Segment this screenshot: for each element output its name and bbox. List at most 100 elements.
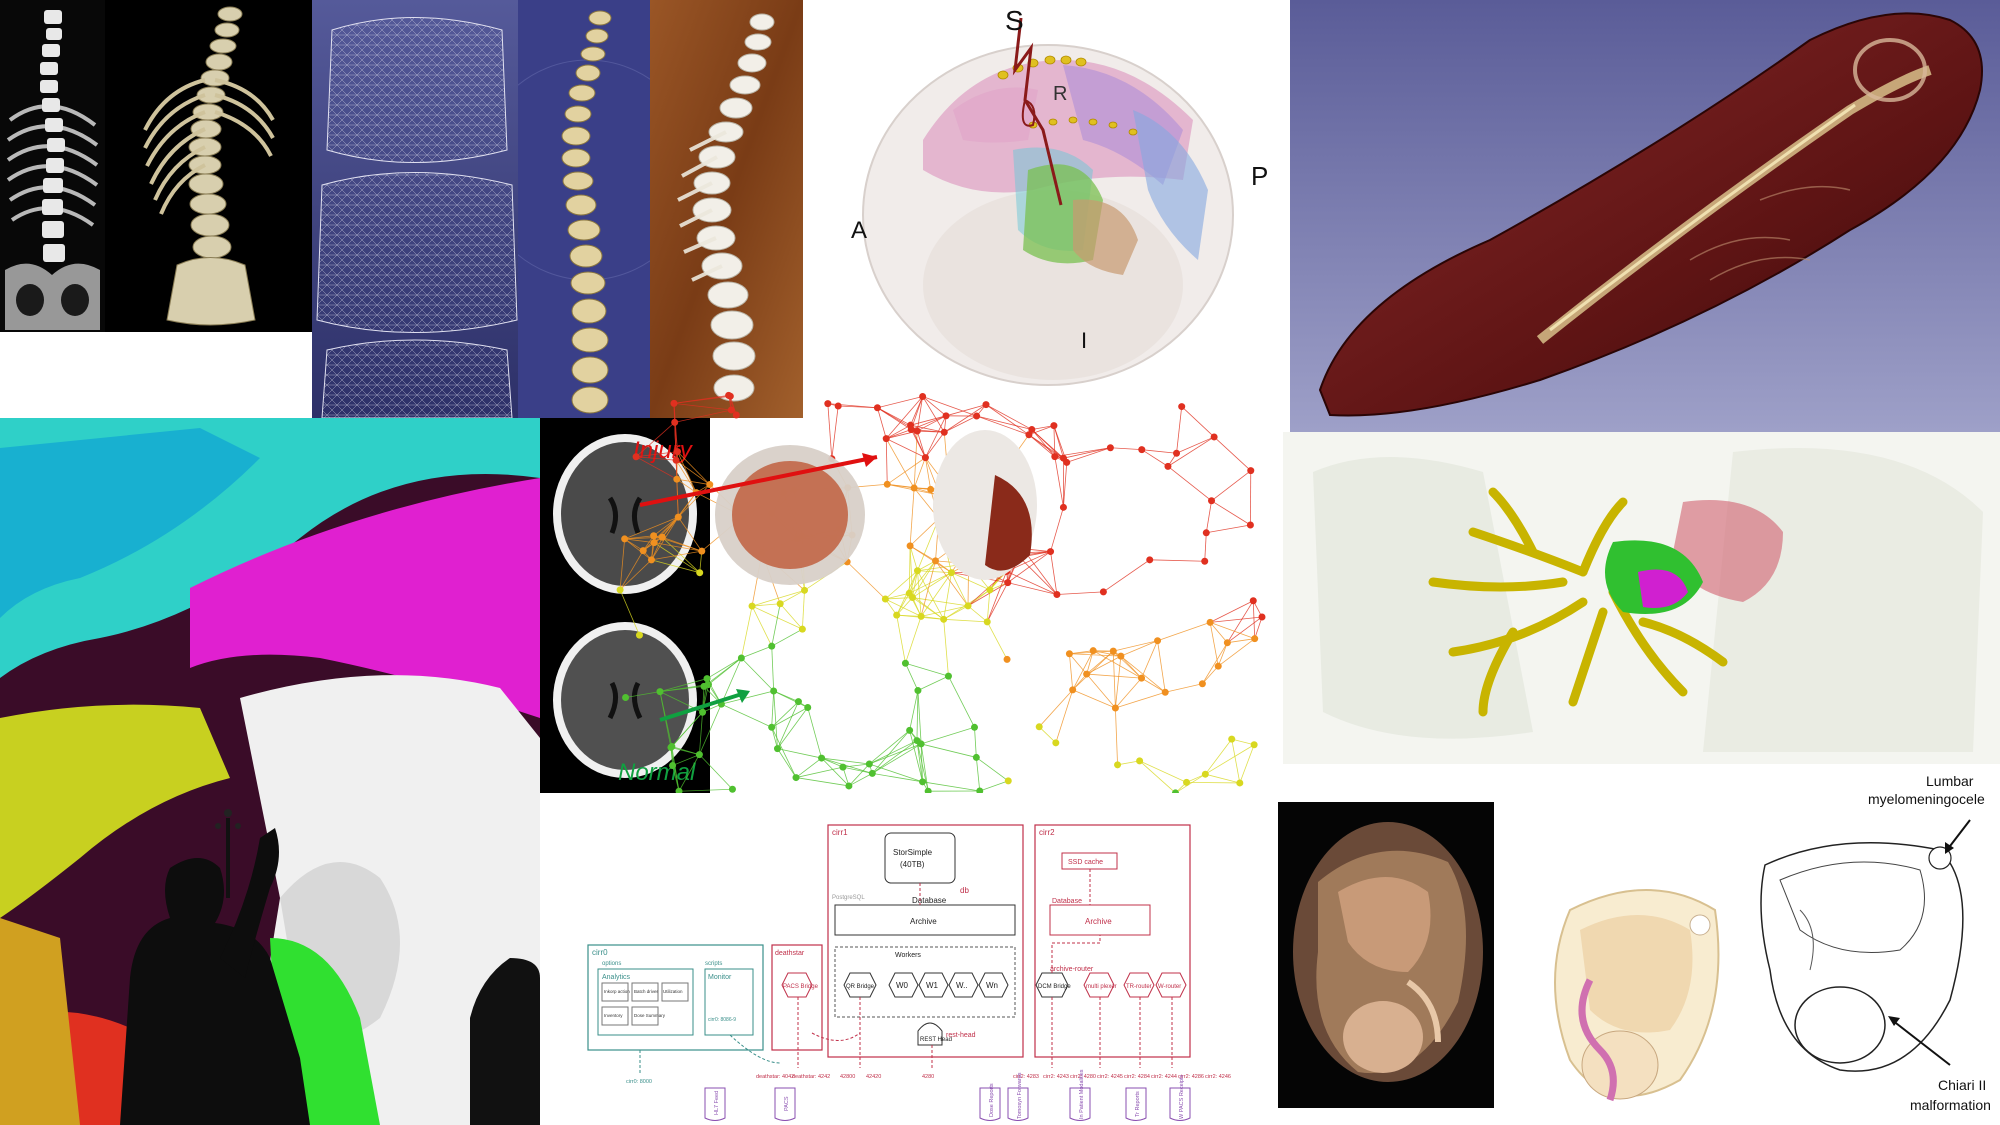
- injury-arrow: [639, 455, 878, 507]
- network-node: [1059, 503, 1067, 511]
- network-node: [906, 726, 914, 734]
- network-edge: [1069, 653, 1074, 690]
- network-edge: [670, 747, 700, 755]
- network-edge: [777, 701, 799, 749]
- network-edge: [908, 570, 918, 594]
- dcm-bridge-label: DCM Bridge: [1038, 984, 1071, 990]
- network-node: [801, 586, 809, 594]
- network-node: [944, 672, 952, 680]
- network-edge: [917, 690, 922, 744]
- wn-label: Wn: [986, 981, 998, 990]
- scripts-label: scripts: [705, 961, 722, 967]
- hl7-feed-label: HL7 Feed: [714, 1091, 720, 1115]
- network-edge: [1181, 406, 1215, 438]
- network-edge: [651, 559, 700, 574]
- network-node: [947, 569, 955, 577]
- network-edge: [1186, 781, 1240, 784]
- network-edge: [659, 678, 708, 693]
- normal-arrow: [659, 691, 746, 722]
- pacs-bridge-node: [781, 972, 813, 998]
- network-edge: [944, 404, 987, 433]
- network-node: [910, 484, 918, 492]
- network-edge: [821, 757, 873, 774]
- network-node: [706, 481, 714, 489]
- network-edge: [905, 663, 919, 691]
- network-edge: [636, 456, 677, 461]
- network-node: [921, 454, 929, 462]
- network-node: [798, 625, 806, 633]
- network-edge: [636, 451, 678, 458]
- network-edge: [1086, 650, 1114, 675]
- network-node: [698, 547, 706, 555]
- network-node: [703, 675, 711, 683]
- network-edge: [1149, 559, 1205, 562]
- network-edge: [842, 763, 870, 768]
- network-edge: [699, 551, 703, 573]
- network-node: [1136, 757, 1144, 765]
- network-edge: [777, 748, 822, 759]
- network-edge: [654, 542, 702, 552]
- w-router-label: W-router: [1158, 984, 1181, 990]
- network-edge: [1254, 616, 1263, 639]
- network-node: [1053, 591, 1061, 599]
- network-edge: [887, 457, 926, 485]
- network-edge: [1239, 744, 1255, 784]
- network-edge: [910, 429, 926, 458]
- network-edge: [1206, 524, 1251, 534]
- network-edge: [670, 712, 703, 748]
- network-edge: [1007, 551, 1051, 583]
- network-edge: [1141, 449, 1177, 454]
- network-edge: [917, 518, 940, 571]
- network-edge: [1050, 551, 1058, 595]
- network-edge: [909, 730, 923, 782]
- w-router-node: [1155, 972, 1187, 998]
- network-node: [845, 782, 853, 790]
- network-node: [675, 787, 683, 795]
- network-node: [1050, 422, 1058, 430]
- network-edge: [976, 757, 1009, 782]
- network-edge: [917, 570, 952, 574]
- network-edge: [1069, 653, 1121, 657]
- network-edge: [795, 777, 849, 787]
- network-node: [914, 687, 922, 695]
- network-edge: [842, 766, 873, 774]
- brain-atlas-panel: S R P A I: [803, 0, 1290, 418]
- network-node: [1236, 779, 1244, 787]
- network-edge: [1210, 616, 1263, 623]
- network-node: [919, 392, 927, 400]
- network-edge: [795, 766, 844, 778]
- network-edge: [751, 605, 773, 647]
- network-edge: [916, 740, 923, 782]
- network-edge: [886, 429, 912, 439]
- network-edge: [1141, 640, 1158, 679]
- network-edge: [740, 605, 753, 659]
- analytics-label: Analytics: [602, 974, 631, 981]
- network-node: [1089, 647, 1097, 655]
- network-node: [1028, 426, 1036, 434]
- analytics-item-2: Batch driver: [634, 989, 659, 994]
- network-edge: [1050, 507, 1064, 552]
- network-edge: [1205, 773, 1240, 784]
- network-edge: [1007, 582, 1058, 595]
- network-edge: [674, 409, 732, 423]
- network-edge: [935, 560, 969, 607]
- network-node: [669, 761, 677, 769]
- network-node: [748, 602, 756, 610]
- workers-label: Workers: [895, 952, 921, 959]
- network-edge: [869, 743, 922, 765]
- network-edge: [877, 407, 911, 426]
- ct-slices-image: Injury Normal: [540, 418, 710, 793]
- network-edge: [779, 589, 805, 605]
- network-edge: [872, 740, 918, 774]
- network-edge: [917, 570, 945, 620]
- network-edge: [771, 628, 803, 647]
- database-label: Database: [912, 896, 947, 905]
- network-edge: [916, 690, 919, 741]
- system-architecture-diagram-panel: cirr1 cirr2 StorSimple (40TB) db Postgre…: [540, 793, 1250, 1125]
- network-edge: [986, 582, 1009, 623]
- network-node: [865, 760, 873, 768]
- vertebra-wireframe-image: [312, 0, 518, 418]
- network-edge: [1139, 760, 1176, 794]
- network-edge: [677, 451, 711, 485]
- network-edge: [1092, 650, 1142, 679]
